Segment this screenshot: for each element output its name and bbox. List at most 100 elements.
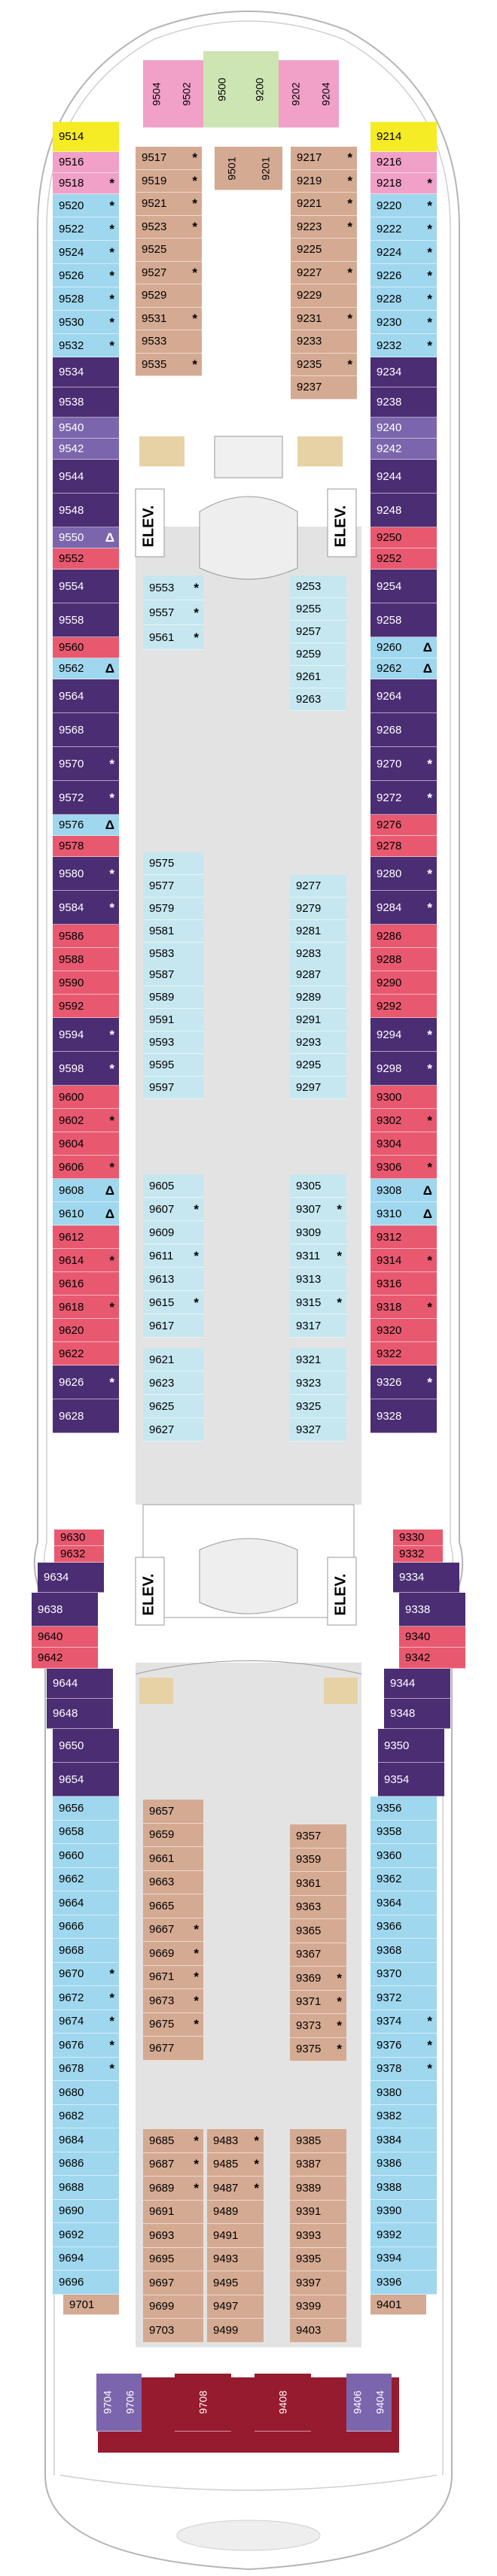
cabin-9289[interactable]: 9289 <box>290 986 346 1009</box>
cabin-9218[interactable]: 9218 * <box>370 173 437 194</box>
cabin-9606[interactable]: 9606 * <box>53 1156 119 1179</box>
cabin-9356[interactable]: 9356 <box>370 1797 437 1821</box>
cabin-9666[interactable]: 9666 <box>53 1915 119 1939</box>
cabin-9276[interactable]: 9276 <box>370 815 437 836</box>
cabin-9695[interactable]: 9695 <box>143 2247 203 2271</box>
cabin-9607[interactable]: 9607 * <box>143 1198 203 1221</box>
cabin-9544[interactable]: 9544 <box>53 460 119 494</box>
cabin-9687[interactable]: 9687 * <box>143 2152 203 2177</box>
cabin-9263[interactable]: 9263 <box>290 688 346 711</box>
cabin-9592[interactable]: 9592 <box>53 995 119 1018</box>
cabin-9281[interactable]: 9281 <box>290 920 346 943</box>
cabin-9657[interactable]: 9657 <box>143 1800 203 1824</box>
cabin-9254[interactable]: 9254 <box>370 570 437 603</box>
cabin-9404[interactable]: 9404 <box>369 2374 392 2432</box>
cabin-9396[interactable]: 9396 <box>370 2271 437 2295</box>
cabin-9557[interactable]: 9557 * <box>143 600 203 625</box>
cabin-9357[interactable]: 9357 <box>290 1824 346 1848</box>
cabin-9272[interactable]: 9272 * <box>370 781 437 815</box>
cabin-9598[interactable]: 9598 * <box>53 1052 119 1086</box>
cabin-9591[interactable]: 9591 <box>143 1009 203 1031</box>
cabin-9293[interactable]: 9293 <box>290 1031 346 1054</box>
cabin-9354[interactable]: 9354 <box>378 1763 444 1797</box>
cabin-9497[interactable]: 9497 <box>207 2295 264 2319</box>
cabin-9617[interactable]: 9617 <box>143 1314 203 1338</box>
cabin-9527[interactable]: 9527 * <box>136 261 202 284</box>
cabin-9233[interactable]: 9233 <box>291 330 357 354</box>
cabin-9625[interactable]: 9625 <box>143 1395 203 1418</box>
cabin-9632[interactable]: 9632 <box>54 1546 104 1563</box>
cabin-9650[interactable]: 9650 <box>53 1729 119 1763</box>
cabin-9359[interactable]: 9359 <box>290 1848 346 1872</box>
cabin-9684[interactable]: 9684 <box>53 2128 119 2152</box>
cabin-9688[interactable]: 9688 <box>53 2176 119 2200</box>
cabin-9672[interactable]: 9672 * <box>53 1986 119 2010</box>
cabin-9610[interactable]: 9610 Δ <box>53 1202 119 1226</box>
cabin-9255[interactable]: 9255 <box>290 598 346 621</box>
cabin-9561[interactable]: 9561 * <box>143 625 203 650</box>
cabin-9532[interactable]: 9532 * <box>53 334 119 357</box>
cabin-9587[interactable]: 9587 <box>143 964 203 986</box>
cabin-9703[interactable]: 9703 <box>143 2319 203 2343</box>
cabin-9674[interactable]: 9674 * <box>53 2009 119 2034</box>
cabin-9692[interactable]: 9692 <box>53 2223 119 2247</box>
cabin-9305[interactable]: 9305 <box>290 1174 346 1198</box>
cabin-9392[interactable]: 9392 <box>370 2223 437 2247</box>
cabin-9699[interactable]: 9699 <box>143 2295 203 2319</box>
cabin-9257[interactable]: 9257 <box>290 621 346 643</box>
cabin-9661[interactable]: 9661 <box>143 1847 203 1871</box>
cabin-9616[interactable]: 9616 <box>53 1272 119 1296</box>
cabin-9502[interactable]: 9502 <box>169 60 203 128</box>
cabin-9594[interactable]: 9594 * <box>53 1018 119 1052</box>
cabin-9313[interactable]: 9313 <box>290 1268 346 1291</box>
cabin-9286[interactable]: 9286 <box>370 925 437 948</box>
cabin-9361[interactable]: 9361 <box>290 1872 346 1896</box>
cabin-9701[interactable]: 9701 <box>63 2295 119 2315</box>
cabin-9691[interactable]: 9691 <box>143 2200 203 2224</box>
cabin-9664[interactable]: 9664 <box>53 1891 119 1915</box>
cabin-9250[interactable]: 9250 <box>370 527 437 548</box>
cabin-9340[interactable]: 9340 <box>399 1627 465 1648</box>
cabin-9327[interactable]: 9327 <box>290 1418 346 1441</box>
cabin-9375[interactable]: 9375 * <box>290 2037 346 2061</box>
cabin-9533[interactable]: 9533 <box>136 330 202 354</box>
cabin-9342[interactable]: 9342 <box>399 1648 465 1669</box>
cabin-9680[interactable]: 9680 <box>53 2081 119 2105</box>
cabin-9230[interactable]: 9230 * <box>370 311 437 334</box>
cabin-9627[interactable]: 9627 <box>143 1418 203 1441</box>
cabin-9362[interactable]: 9362 <box>370 1867 437 1891</box>
cabin-9284[interactable]: 9284 * <box>370 891 437 925</box>
cabin-9568[interactable]: 9568 <box>53 713 119 747</box>
cabin-9216[interactable]: 9216 <box>370 152 437 173</box>
cabin-9548[interactable]: 9548 <box>53 494 119 527</box>
cabin-9516[interactable]: 9516 <box>53 152 119 173</box>
cabin-9518[interactable]: 9518 * <box>53 173 119 194</box>
cabin-9485[interactable]: 9485 * <box>207 2152 264 2177</box>
cabin-9326[interactable]: 9326 * <box>370 1365 437 1399</box>
cabin-9370[interactable]: 9370 <box>370 1962 437 1986</box>
cabin-9369[interactable]: 9369 * <box>290 1967 346 1991</box>
cabin-9338[interactable]: 9338 <box>399 1593 465 1627</box>
cabin-9374[interactable]: 9374 * <box>370 2009 437 2034</box>
cabin-9696[interactable]: 9696 <box>53 2271 119 2295</box>
cabin-9403[interactable]: 9403 <box>290 2319 346 2343</box>
cabin-9259[interactable]: 9259 <box>290 643 346 666</box>
cabin-9292[interactable]: 9292 <box>370 995 437 1018</box>
cabin-9283[interactable]: 9283 <box>290 943 346 965</box>
cabin-9634[interactable]: 9634 <box>38 1563 104 1593</box>
cabin-9200[interactable]: 9200 <box>241 51 279 128</box>
cabin-9258[interactable]: 9258 <box>370 603 437 637</box>
cabin-9219[interactable]: 9219 * <box>291 169 357 193</box>
cabin-9304[interactable]: 9304 <box>370 1132 437 1156</box>
cabin-9493[interactable]: 9493 <box>207 2247 264 2271</box>
cabin-9234[interactable]: 9234 <box>370 357 437 387</box>
cabin-9706[interactable]: 9706 <box>119 2374 142 2432</box>
cabin-9504[interactable]: 9504 <box>143 60 169 128</box>
cabin-9642[interactable]: 9642 <box>32 1648 98 1669</box>
cabin-9578[interactable]: 9578 <box>53 836 119 857</box>
cabin-9401[interactable]: 9401 <box>370 2295 426 2315</box>
cabin-9640[interactable]: 9640 <box>32 1627 98 1648</box>
cabin-9244[interactable]: 9244 <box>370 460 437 494</box>
cabin-9391[interactable]: 9391 <box>290 2200 346 2224</box>
cabin-9307[interactable]: 9307 * <box>290 1198 346 1221</box>
